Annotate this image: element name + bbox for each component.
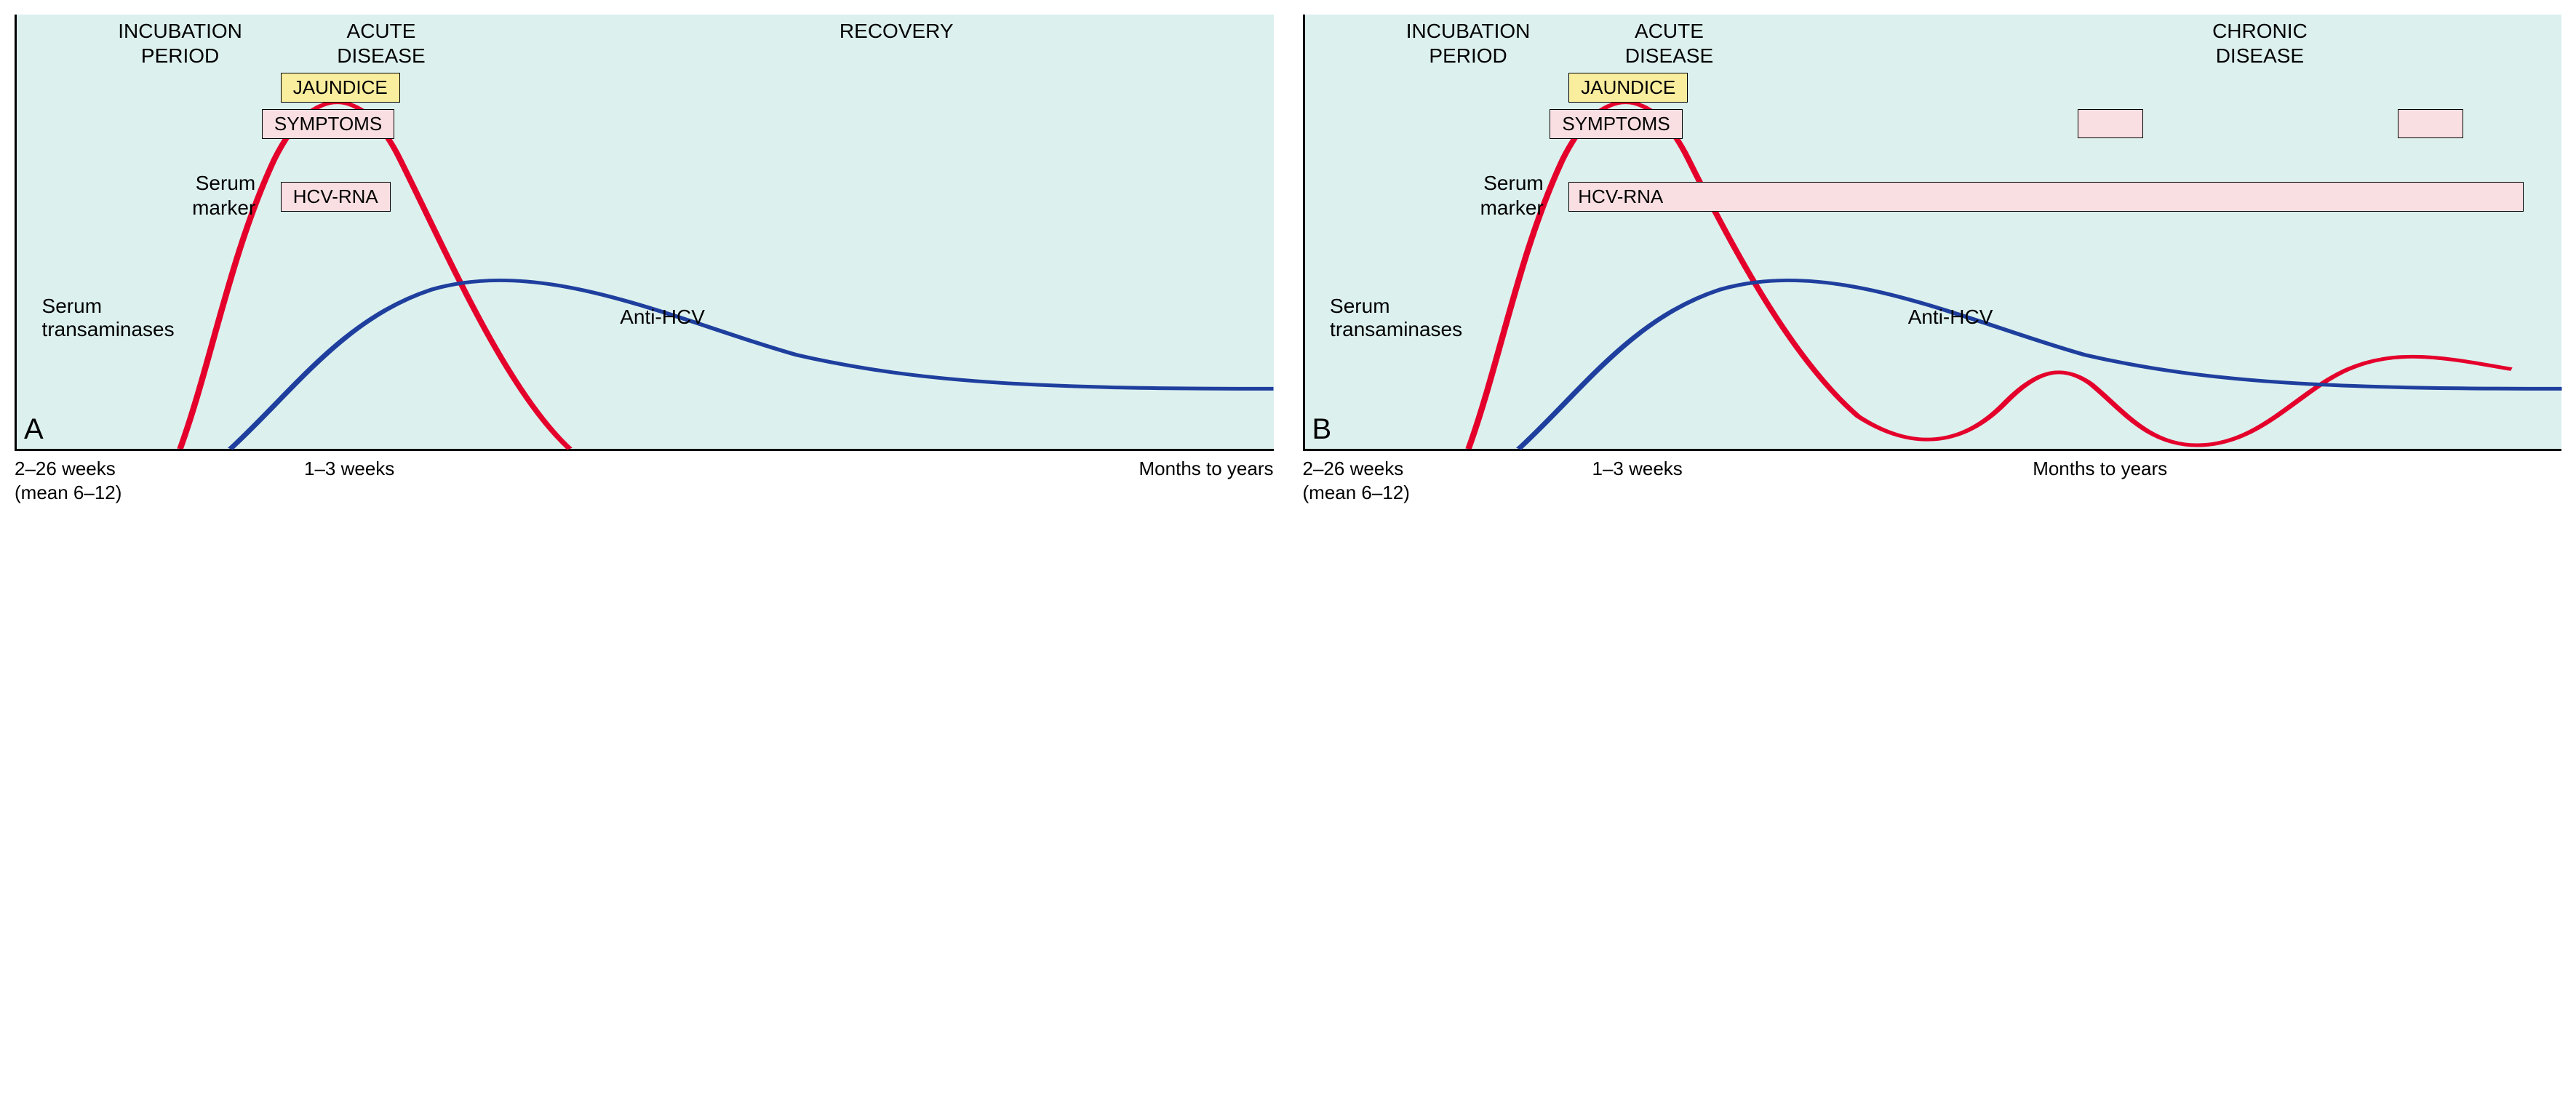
jaundice-badge-a: JAUNDICE (281, 73, 400, 103)
chart-area-a: INCUBATIONPERIOD ACUTEDISEASE RECOVERY J… (15, 15, 1274, 451)
phase-recovery-a: RECOVERY (708, 19, 1085, 44)
phase-acute-b: ACUTEDISEASE (1556, 19, 1782, 68)
hcvrna-badge-b: HCV-RNA (1568, 182, 2524, 212)
xlabel-long-a: Months to years (1139, 457, 1274, 481)
x-labels-b: 2–26 weeks(mean 6–12) 1–3 weeks Months t… (1303, 457, 2562, 515)
antihcv-label-a: Anti-HCV (620, 306, 705, 329)
figure-container: INCUBATIONPERIOD ACUTEDISEASE RECOVERY J… (15, 15, 2561, 515)
xlabel-acute-b: 1–3 weeks (1592, 457, 1683, 481)
antihcv-label-b: Anti-HCV (1908, 306, 1993, 329)
symptoms-recur-1-b (2078, 109, 2143, 138)
serum-marker-label-a: Serummarker (42, 171, 256, 220)
curves-b (1305, 15, 2562, 449)
panel-a: INCUBATIONPERIOD ACUTEDISEASE RECOVERY J… (15, 15, 1274, 515)
xlabel-long-b: Months to years (2033, 457, 2167, 481)
x-labels-a: 2–26 weeks(mean 6–12) 1–3 weeks Months t… (15, 457, 1274, 515)
phase-acute-a: ACUTEDISEASE (268, 19, 495, 68)
antihcv-curve-a (231, 280, 1274, 449)
xlabel-incub-b: 2–26 weeks(mean 6–12) (1303, 457, 1410, 504)
panel-letter-b: B (1312, 413, 1332, 446)
panel-b: INCUBATIONPERIOD ACUTEDISEASE CHRONICDIS… (1303, 15, 2562, 515)
transaminases-label-b: Serumtransaminases (1330, 295, 1462, 341)
xlabel-acute-a: 1–3 weeks (304, 457, 394, 481)
chart-area-b: INCUBATIONPERIOD ACUTEDISEASE CHRONICDIS… (1303, 15, 2562, 451)
symptoms-badge-b: SYMPTOMS (1550, 109, 1682, 139)
curves-a (17, 15, 1274, 449)
panel-letter-a: A (24, 413, 44, 446)
symptoms-badge-a: SYMPTOMS (262, 109, 394, 139)
jaundice-badge-b: JAUNDICE (1568, 73, 1688, 103)
transaminases-curve-a (180, 103, 570, 449)
hcvrna-badge-a: HCV-RNA (281, 182, 391, 212)
antihcv-curve-b (1518, 280, 2561, 449)
transaminases-label-a: Serumtransaminases (42, 295, 175, 341)
symptoms-recur-2-b (2398, 109, 2463, 138)
serum-marker-label-b: Serummarker (1330, 171, 1544, 220)
phase-chronic-b: CHRONICDISEASE (2121, 19, 2398, 68)
xlabel-incub-a: 2–26 weeks(mean 6–12) (15, 457, 121, 504)
transaminases-curve-b (1468, 103, 2511, 449)
